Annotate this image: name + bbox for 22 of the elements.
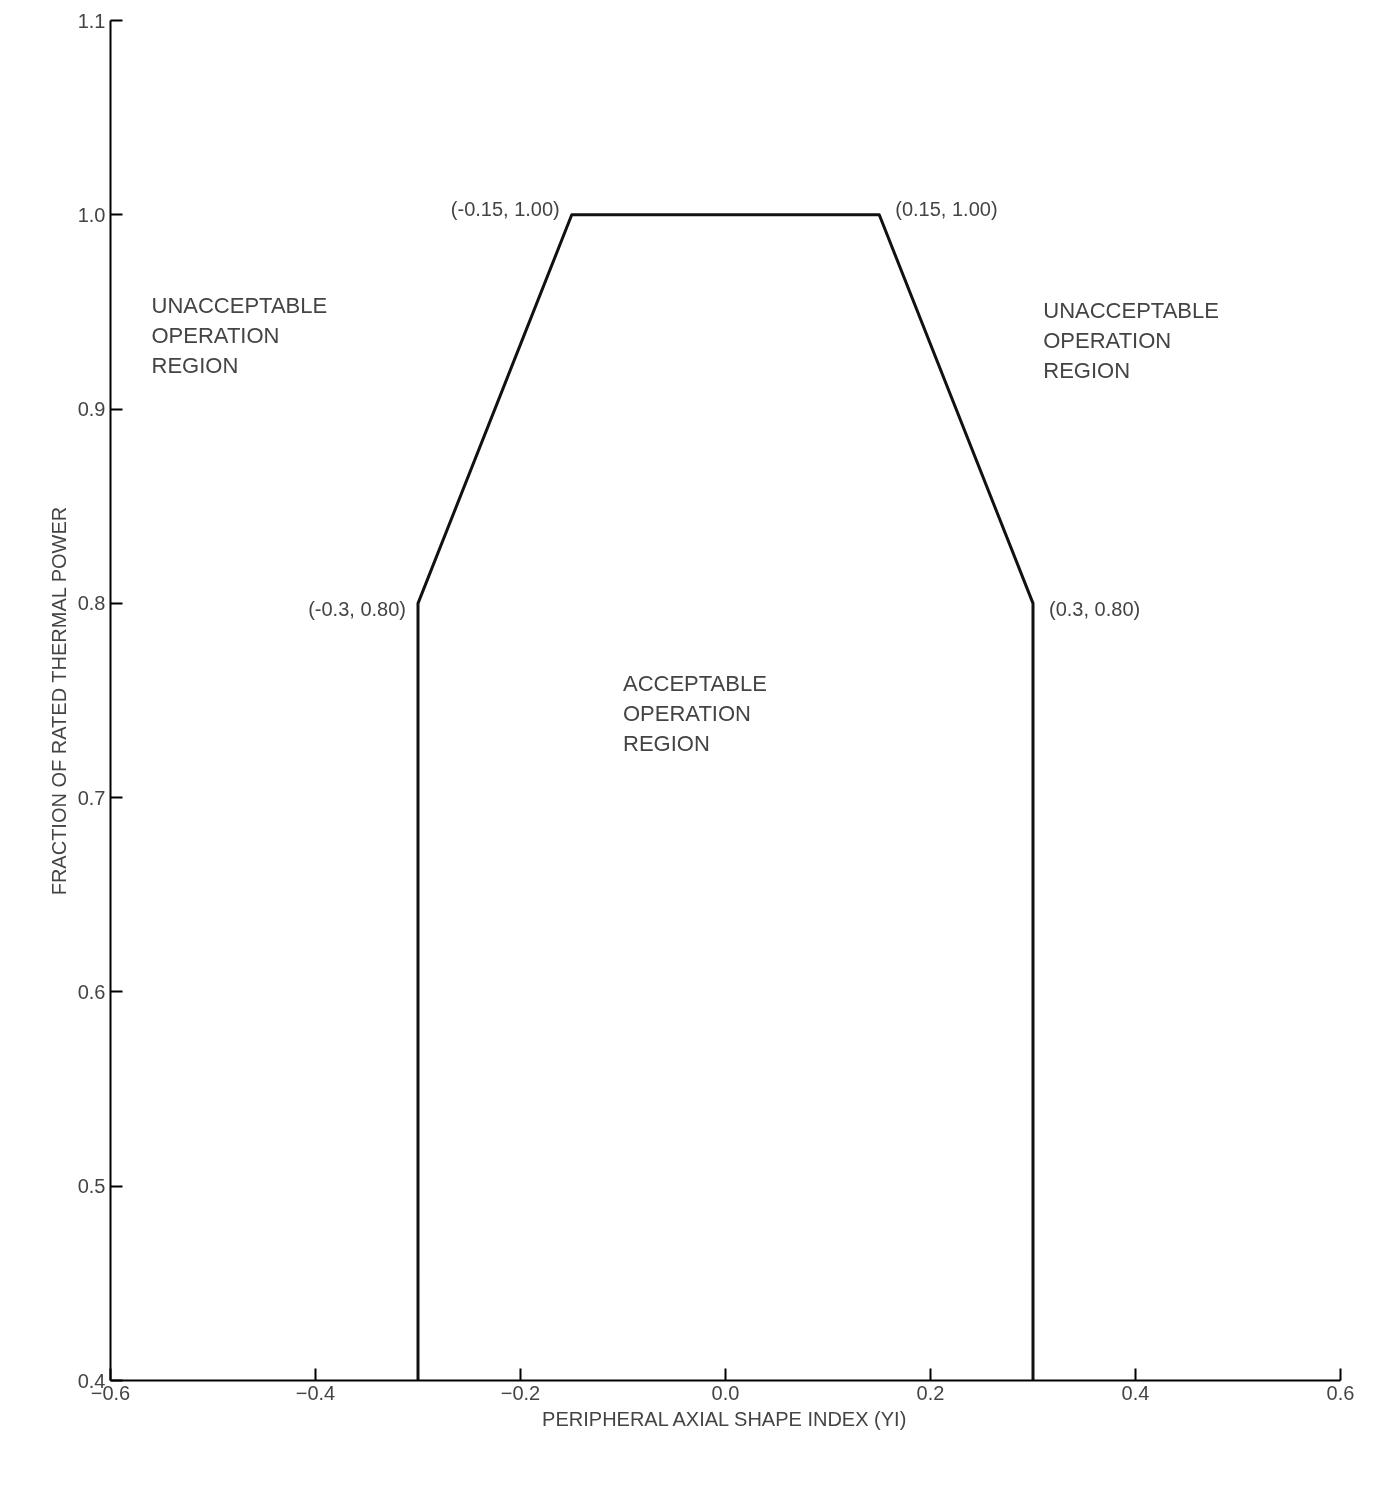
y-tick-label: 1.1 [77,9,106,32]
y-tick-label: 0.8 [77,592,106,615]
y-tick-label: 0.5 [77,1175,106,1198]
x-tick-label: −0.2 [500,1381,541,1404]
annotation: (0.3, 0.80) [1049,598,1141,621]
y-tick-label: 1.0 [77,203,106,226]
y-tick-label: 0.6 [77,980,106,1003]
annotation: (-0.3, 0.80) [308,598,407,621]
y-axis-title: FRACTION OF RATED THERMAL POWER [47,506,70,896]
x-tick-label: −0.4 [295,1381,336,1404]
x-tick-label: 0.4 [1121,1381,1150,1404]
x-tick-label: 0.0 [711,1381,740,1404]
annotation: (-0.15, 1.00) [450,197,560,220]
x-axis-title: PERIPHERAL AXIAL SHAPE INDEX (YI) [542,1407,907,1430]
annotation: UNACCEPTABLE OPERATION REGION [1043,298,1219,384]
annotation: ACCEPTABLE OPERATION REGION [623,671,767,757]
annotation: UNACCEPTABLE OPERATION REGION [151,292,328,378]
annotation: (0.15, 1.00) [895,197,998,220]
x-tick-label: 0.6 [1326,1381,1355,1404]
x-tick-label: 0.2 [916,1381,945,1404]
y-tick-label: 0.9 [77,398,106,421]
y-tick-label: 0.7 [77,786,106,809]
